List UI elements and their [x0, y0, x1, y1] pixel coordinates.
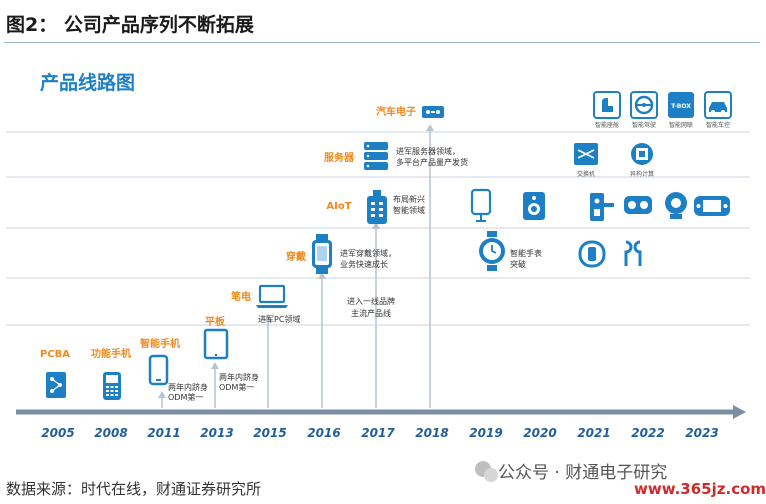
tbox-badge-text: T-BOX: [671, 103, 691, 110]
note-aiot-line1: 布局新兴: [393, 194, 425, 204]
year-label-2016: 2016: [307, 426, 340, 440]
label-aiot: AIoT: [326, 201, 351, 212]
tbox-icon: T-BOX: [668, 92, 694, 118]
year-label-2020: 2020: [523, 426, 556, 440]
speaker-icon: [523, 192, 545, 220]
note-odm-2011-line1: 两年内跻身: [168, 382, 208, 392]
note-pc: 进军PC领域: [258, 314, 300, 324]
feature-phone-icon: [103, 372, 121, 400]
note-brand-line2: 主流产品线: [351, 308, 391, 318]
note-brand-line1: 进入一线品牌: [347, 296, 395, 306]
smart-lock-icon: [590, 193, 614, 221]
note-server-line1: 进军服务器领域，: [396, 146, 460, 156]
game-console-icon: [694, 196, 730, 216]
note-watch-line2: 突破: [510, 259, 526, 269]
source-note: 数据来源：时代在线，财通证券研究所: [6, 480, 262, 498]
year-label-2018: 2018: [415, 426, 448, 440]
smart-body-control-icon: [704, 91, 732, 119]
wechat-logo-icon: [475, 461, 498, 482]
label-smart-driving: 智能驾驶: [632, 121, 656, 129]
label-tbox: 智能网联: [669, 121, 693, 129]
note-watch-line1: 智能手表: [510, 248, 542, 258]
pcba-icon: [46, 372, 66, 398]
stem-arrowheads: [158, 124, 434, 398]
label-server: 服务器: [324, 151, 355, 164]
note-wearable-line1: 进军穿戴领域，: [340, 248, 396, 258]
smart-driving-icon: [630, 91, 658, 119]
smartphone-icon: [148, 354, 169, 386]
year-label-2019: 2019: [469, 426, 502, 440]
edge-computing-icon: [631, 143, 653, 165]
label-wearable: 穿戴: [286, 250, 306, 263]
smartwatch-icon: [479, 231, 505, 271]
switch-icon: [574, 143, 598, 165]
label-smart-cockpit: 智能座舱: [595, 121, 619, 129]
year-label-2011: 2011: [147, 426, 180, 440]
tablet-icon: [203, 328, 229, 360]
watermark-url: www.365jz.com: [634, 480, 766, 498]
smart-display-icon: [470, 188, 492, 222]
label-edge-computing: 异构计算: [630, 170, 654, 178]
note-server-line2: 多平台产品量产发货: [396, 157, 468, 167]
label-pcba: PCBA: [40, 349, 70, 360]
year-label-2023: 2023: [685, 426, 718, 440]
label-tablet: 平板: [205, 315, 226, 328]
timeline-arrow: [733, 405, 746, 419]
label-switch: 交换机: [577, 170, 595, 178]
label-smart-body-control: 智能车控: [706, 121, 730, 129]
vr-glasses-icon: [624, 196, 652, 214]
figure-title: 图2： 公司产品序列不断拓展: [6, 14, 254, 36]
server-icon: [364, 142, 388, 170]
smart-cockpit-icon: [593, 91, 621, 119]
milestone-stems: [161, 128, 431, 408]
watermark: 公众号 · 财通电子研究: [498, 463, 668, 483]
note-wearable-line2: 业务快速成长: [340, 259, 388, 269]
note-odm-2011-line2: ODM第一: [168, 392, 203, 402]
note-odm-2013-line2: ODM第一: [219, 382, 254, 392]
year-label-2017: 2017: [361, 426, 395, 440]
fitness-band-icon: [578, 240, 606, 268]
note-aiot-line2: 智能领域: [393, 205, 425, 215]
diagram-title: 产品线路图: [40, 72, 136, 94]
year-labels: 2005 2008 2011 2013 2015 2016 2017 2018 …: [41, 426, 718, 440]
year-label-2005: 2005: [41, 426, 74, 440]
note-odm-2013-line1: 两年内跻身: [219, 372, 259, 382]
label-laptop: 笔电: [231, 290, 251, 303]
label-auto: 汽车电子: [376, 105, 416, 118]
year-label-2022: 2022: [631, 426, 664, 440]
earbuds-icon: [624, 240, 642, 266]
year-label-2021: 2021: [577, 426, 610, 440]
year-label-2015: 2015: [253, 426, 286, 440]
aiot-device-icon: [367, 190, 387, 224]
wearable-watch-icon: [312, 234, 332, 274]
laptop-icon: [256, 284, 288, 308]
label-feature-phone: 功能手机: [91, 347, 131, 360]
camera-icon: [665, 192, 687, 219]
title-divider: [4, 42, 760, 43]
year-label-2008: 2008: [94, 426, 127, 440]
auto-module-icon: [422, 106, 444, 118]
year-label-2013: 2013: [200, 426, 233, 440]
label-smartphone: 智能手机: [140, 337, 180, 350]
